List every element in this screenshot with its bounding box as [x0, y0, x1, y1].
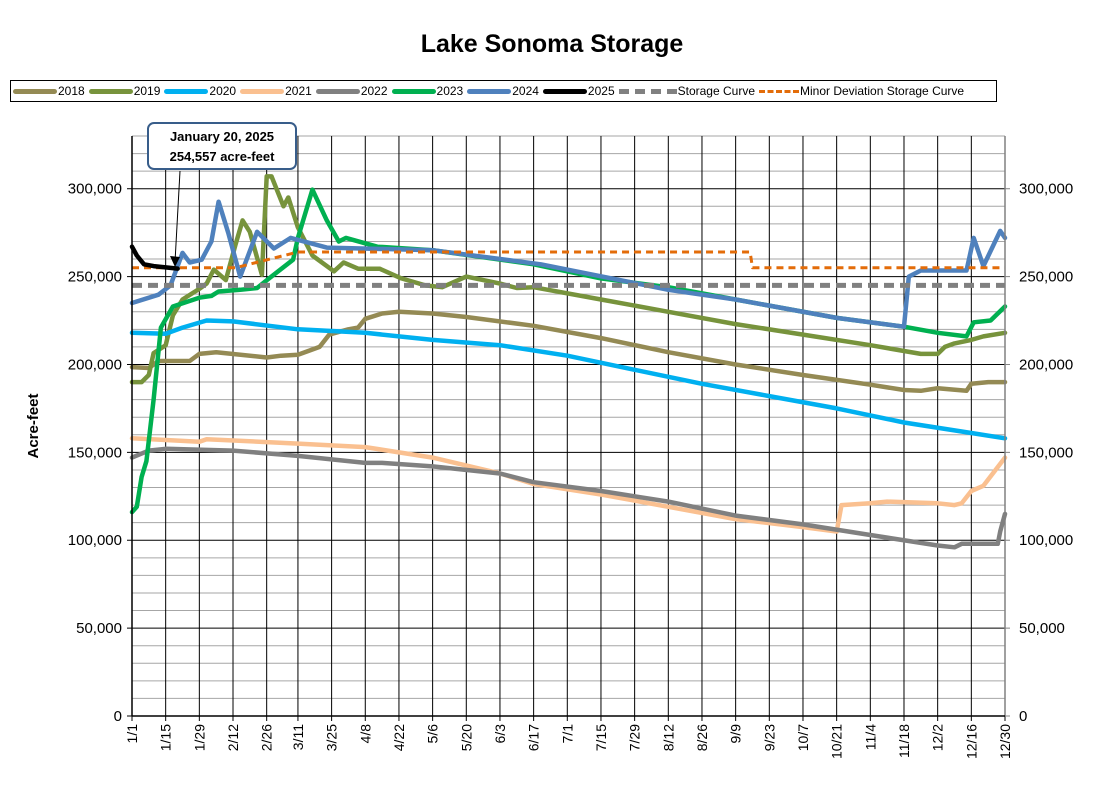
y-tick-label: 200,000 — [68, 356, 122, 373]
x-tick-label: 2/12 — [225, 724, 241, 751]
x-tick-label: 12/30 — [997, 724, 1013, 759]
x-tick-label: 10/21 — [829, 724, 845, 759]
x-tick-label: 7/29 — [627, 724, 643, 751]
legend-swatch — [618, 88, 677, 94]
series-line-2024 — [129, 199, 1008, 329]
y-tick-label-right: 0 — [1019, 708, 1027, 725]
legend-item: 2020 — [164, 84, 236, 98]
legend-swatch — [759, 89, 799, 93]
y-tick-label-right: 250,000 — [1019, 269, 1073, 286]
x-tick-label: 3/11 — [290, 724, 306, 750]
series-lines — [129, 174, 1008, 550]
x-tick-label: 1/29 — [191, 724, 207, 751]
y-tick-label: 300,000 — [68, 181, 122, 198]
legend-item: 2025 — [542, 84, 615, 98]
y-tick-label-right: 200,000 — [1019, 356, 1073, 373]
annotation-date: January 20, 2025 — [169, 129, 275, 144]
annotation-value: 254,557 acre-feet — [169, 149, 275, 164]
x-tick-label: 11/18 — [896, 724, 912, 758]
legend-swatch — [315, 88, 360, 94]
x-tick-label: 5/6 — [425, 724, 441, 744]
legend-item: 2022 — [315, 84, 388, 98]
series-line-2025 — [129, 244, 180, 271]
legend-swatch — [542, 88, 587, 94]
annotation-callout: January 20, 2025 254,557 acre-feet — [147, 122, 297, 170]
y-tick-label: 0 — [114, 708, 122, 725]
y-tick-label: 100,000 — [68, 532, 122, 549]
x-tick-label: 1/15 — [158, 724, 174, 751]
x-tick-label: 10/7 — [795, 724, 811, 751]
legend-swatch — [240, 88, 285, 94]
legend-item: 2018 — [13, 84, 85, 98]
x-tick-label: 11/4 — [862, 724, 878, 750]
x-tick-label: 6/17 — [526, 724, 542, 751]
x-tick-label: 4/22 — [391, 724, 407, 751]
legend-swatch — [13, 88, 57, 94]
x-tick-label: 9/23 — [761, 724, 777, 751]
y-tick-label-right: 100,000 — [1019, 532, 1073, 549]
series-line-2021 — [129, 436, 1008, 534]
y-tick-label-right: 300,000 — [1019, 181, 1073, 198]
legend-label: 2019 — [133, 84, 161, 98]
y-tick-label-right: 150,000 — [1019, 444, 1073, 461]
legend-item: 2021 — [240, 84, 312, 98]
chart-title: Lake Sonoma Storage — [420, 30, 684, 58]
annotation-arrow — [174, 170, 181, 263]
legend-label: 2024 — [512, 84, 539, 98]
series-line-minor-deviation-storage-curve — [132, 250, 1005, 270]
legend-label: 2025 — [587, 84, 615, 98]
x-tick-label: 4/8 — [357, 724, 373, 744]
x-tick-label: 6/3 — [492, 724, 508, 744]
legend-item: Storage Curve — [618, 84, 755, 98]
legend-label: 2022 — [360, 84, 388, 98]
legend-swatch — [467, 88, 512, 94]
series-line-2020 — [129, 318, 1008, 441]
legend-label: 2020 — [209, 84, 237, 98]
legend-item: 2024 — [467, 84, 539, 98]
y-tick-label: 50,000 — [76, 620, 122, 637]
x-tick-label: 5/20 — [458, 724, 474, 751]
x-tick-label: 8/26 — [694, 724, 710, 751]
x-tick-label: 8/12 — [660, 724, 676, 751]
x-tick-label: 12/2 — [930, 724, 946, 751]
series-line-2018 — [129, 309, 1008, 394]
legend-label: 2021 — [285, 84, 312, 98]
legend-label: Storage Curve — [677, 84, 755, 98]
x-tick-label: 7/1 — [559, 724, 575, 744]
series-line-2022 — [129, 446, 1008, 550]
x-tick-label: 3/25 — [324, 724, 340, 751]
legend-swatch — [164, 88, 209, 94]
x-tick-label: 12/16 — [963, 724, 979, 759]
legend-swatch — [88, 88, 133, 94]
legend-label: 2018 — [58, 84, 85, 98]
legend-item: 2019 — [88, 84, 161, 98]
legend-item: 2023 — [391, 84, 464, 98]
y-tick-label: 250,000 — [68, 269, 122, 286]
y-tick-label: 150,000 — [68, 444, 122, 461]
x-tick-label: 9/9 — [728, 724, 744, 744]
x-tick-label: 7/15 — [593, 724, 609, 751]
x-tick-label: 2/26 — [259, 724, 275, 751]
x-tick-label: 1/1 — [124, 724, 140, 744]
annotation-arrowhead — [170, 256, 180, 267]
legend-item: Minor Deviation Storage Curve — [759, 84, 964, 98]
y-tick-label-right: 50,000 — [1019, 620, 1065, 637]
y-axis-title: Acre-feet — [25, 393, 42, 458]
legend-label: Minor Deviation Storage Curve — [800, 84, 965, 98]
legend: 2018 2019 2020 2021 2022 2023 2024 2025 Storage … — [10, 80, 997, 102]
axes: 1/1 1/15 1/29 2/12 2/26 3/11 3/25 4/8 4/22 5/6 5/2… — [68, 136, 1073, 759]
legend-swatch — [391, 88, 436, 94]
series-line-2019 — [129, 174, 1008, 385]
legend-label: 2023 — [436, 84, 464, 98]
